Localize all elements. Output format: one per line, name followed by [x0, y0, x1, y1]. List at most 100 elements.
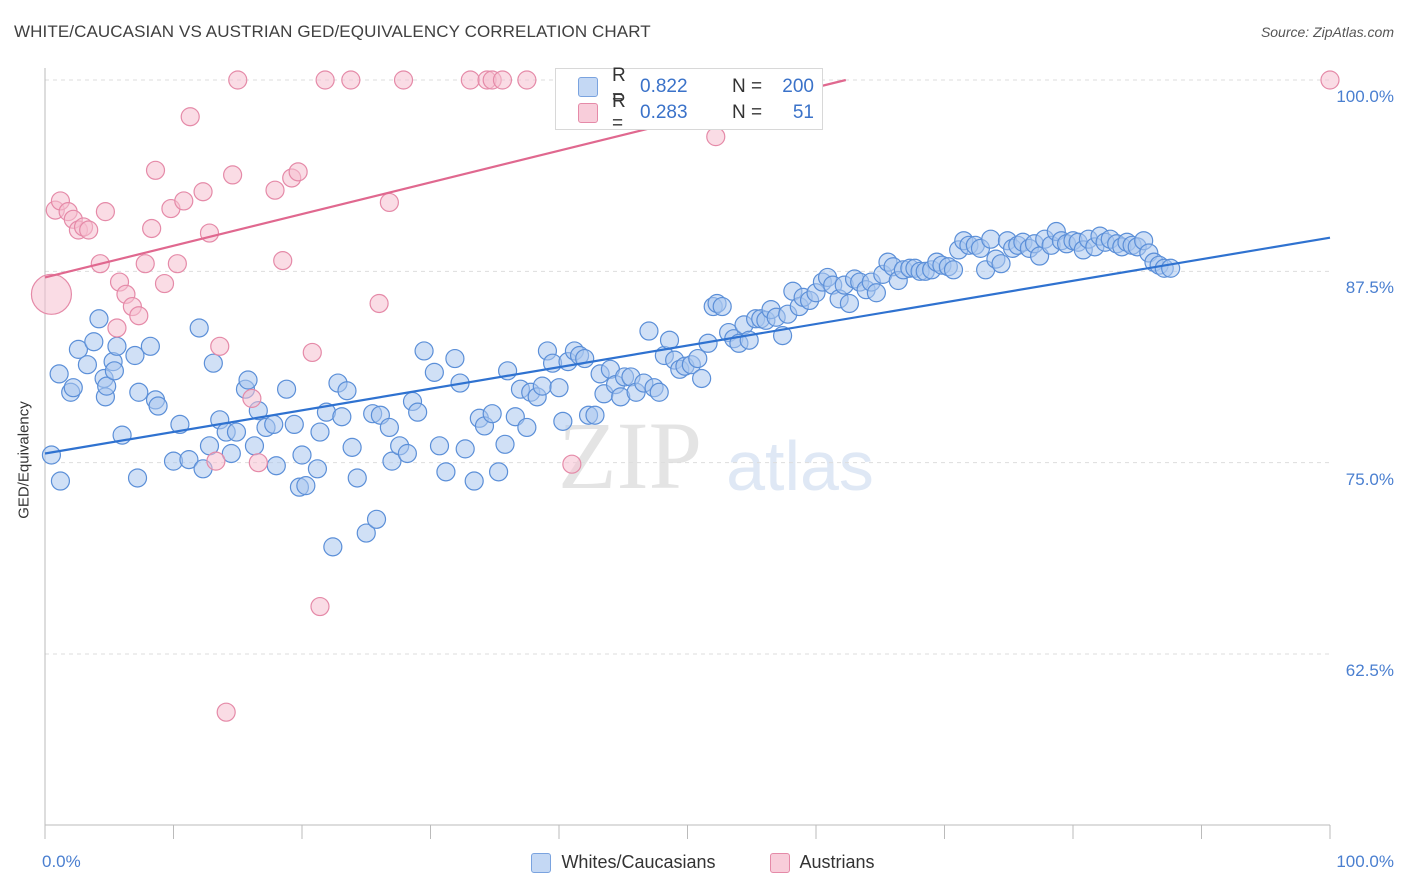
white-caucasian-point	[1161, 258, 1181, 278]
white-caucasian-point	[292, 445, 312, 465]
austrian-point	[30, 273, 73, 315]
white-caucasian-point	[332, 407, 352, 427]
white-caucasian-point	[49, 364, 69, 384]
austrian-point	[79, 220, 99, 240]
white-caucasian-point	[712, 296, 732, 317]
austrian-point	[206, 451, 226, 471]
white-caucasian-point	[356, 523, 376, 543]
legend-n-value: 51	[792, 102, 814, 123]
legend-row-whites: R = 0.822 N = 200	[578, 65, 814, 108]
white-caucasian-point	[84, 332, 104, 352]
legend-r-label: R =	[612, 65, 626, 108]
white-caucasian-point	[397, 443, 417, 464]
austrian-point	[379, 192, 399, 213]
white-caucasian-point	[89, 309, 109, 329]
watermark-atlas: atlas	[726, 427, 874, 505]
legend-swatch-austrians	[578, 103, 598, 123]
white-caucasian-point	[366, 509, 387, 529]
white-caucasian-point	[991, 254, 1011, 274]
correlation-legend: R = 0.822 N = 200 R = 0.283 N = 51	[555, 65, 823, 134]
white-caucasian-point	[866, 283, 886, 303]
white-caucasian-point	[296, 476, 316, 496]
white-caucasian-point	[839, 293, 860, 314]
white-caucasian-point	[179, 450, 199, 470]
austrian-point	[562, 454, 582, 474]
legend-r-value: 0.283	[640, 102, 688, 123]
white-caucasian-point	[445, 348, 465, 369]
white-caucasian-point	[107, 336, 127, 356]
white-caucasian-point	[688, 348, 708, 369]
austrian-point	[706, 127, 726, 147]
white-caucasian-point	[943, 260, 964, 280]
points	[30, 70, 1340, 722]
white-caucasian-point	[464, 471, 484, 491]
legend-n-value: 200	[782, 76, 814, 97]
white-caucasian-point	[347, 468, 367, 488]
austrian-point	[1320, 70, 1340, 90]
white-caucasian-point	[649, 382, 669, 402]
white-caucasian-point	[379, 417, 399, 438]
austrian-point	[210, 336, 230, 356]
austrian-point	[145, 160, 166, 180]
white-caucasian-point	[482, 404, 502, 424]
austrian-point	[142, 218, 162, 239]
white-caucasian-point	[429, 436, 450, 456]
austrian-point	[223, 165, 243, 185]
white-caucasian-point	[489, 462, 509, 482]
white-caucasian-point	[553, 411, 573, 431]
white-caucasian-point	[41, 445, 62, 465]
austrian-point	[315, 70, 335, 90]
austrian-point	[180, 107, 200, 127]
austrian-point	[393, 70, 414, 90]
white-caucasian-point	[264, 414, 284, 434]
white-caucasian-point	[238, 370, 258, 390]
white-caucasian-point	[424, 362, 444, 382]
white-caucasian-point	[549, 378, 569, 398]
series-legend: Whites/Caucasians Austrians	[0, 852, 1406, 873]
white-caucasian-point	[585, 405, 605, 425]
legend-r-label: R =	[612, 91, 626, 134]
white-caucasian-point	[517, 417, 537, 438]
white-caucasian-point	[455, 439, 475, 459]
austrian-point	[193, 182, 213, 202]
white-caucasian-point	[337, 381, 357, 401]
white-caucasian-point	[532, 376, 552, 396]
white-caucasian-point	[244, 436, 265, 456]
white-caucasian-point	[140, 336, 160, 356]
legend-swatch-austrians	[769, 852, 790, 873]
austrian-point	[228, 70, 248, 90]
white-caucasian-point	[97, 376, 117, 396]
white-caucasian-point	[125, 345, 145, 366]
white-caucasian-point	[382, 451, 402, 471]
austrian-point	[310, 596, 330, 617]
austrian-point	[167, 254, 187, 274]
legend-label-austrians: Austrians	[799, 852, 875, 872]
axes	[44, 68, 1331, 839]
white-caucasian-point	[408, 402, 428, 422]
white-caucasian-point	[276, 379, 297, 399]
austrian-point	[302, 342, 322, 363]
white-caucasian-point	[104, 361, 124, 381]
legend-item-whites: Whites/Caucasians	[531, 852, 716, 873]
legend-row-austrians: R = 0.283 N = 51	[578, 91, 814, 134]
white-caucasian-point	[129, 382, 149, 402]
white-caucasian-point	[310, 422, 330, 442]
white-caucasian-point	[639, 321, 659, 341]
legend-label-whites: Whites/Caucasians	[561, 852, 716, 872]
austrian-point	[369, 293, 389, 314]
white-caucasian-point	[307, 459, 328, 479]
austrian-point	[517, 70, 537, 90]
trend-lines	[44, 78, 1331, 455]
austrian-point	[129, 306, 149, 326]
white-caucasian-point	[342, 437, 362, 457]
white-caucasian-point	[63, 378, 83, 398]
white-caucasian-point	[266, 456, 286, 476]
legend-swatch-whites	[531, 852, 552, 873]
white-caucasian-point	[495, 434, 515, 454]
austrian-point	[242, 388, 262, 408]
austrian-point	[460, 70, 480, 90]
y-tick-label: 75.0%	[1345, 469, 1394, 489]
white-caucasian-point	[50, 471, 71, 491]
legend-n-label: N =	[732, 76, 763, 97]
